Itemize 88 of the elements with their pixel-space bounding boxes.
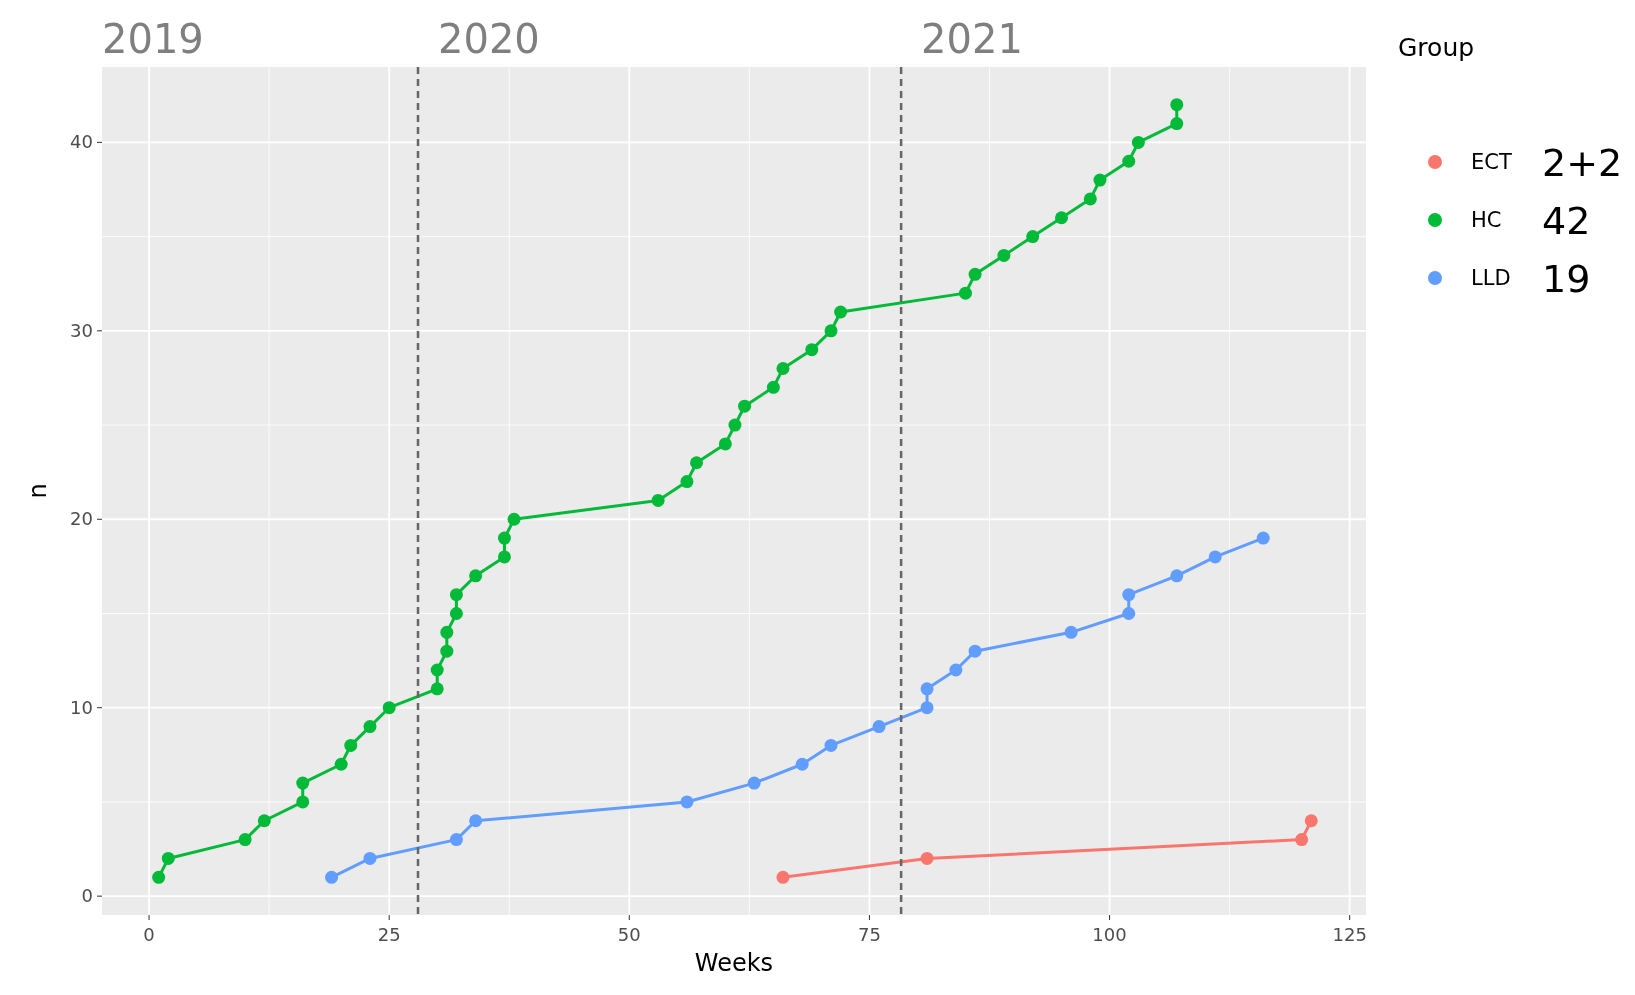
point (920, 851, 934, 865)
point (257, 814, 271, 828)
point (1122, 588, 1136, 602)
point (824, 738, 838, 752)
point (161, 851, 175, 865)
point (747, 776, 761, 790)
point (728, 418, 742, 432)
point (1170, 98, 1184, 112)
point (1170, 117, 1184, 131)
y-tick-label: 0 (81, 885, 93, 907)
point (1122, 606, 1136, 620)
x-tick-label: 125 (1332, 924, 1367, 945)
y-tick-label: 40 (70, 131, 93, 153)
point (920, 701, 934, 715)
point (344, 738, 358, 752)
text: 2021 (921, 16, 1023, 62)
point (680, 795, 694, 809)
point (363, 720, 377, 734)
x-tick-label: 50 (617, 924, 641, 945)
point (920, 682, 934, 696)
point (469, 814, 483, 828)
text: 2019 (102, 16, 204, 62)
point (1122, 154, 1136, 168)
point (1131, 135, 1145, 149)
y-tick-label: 10 (70, 696, 93, 718)
legend-title: Group (1398, 33, 1475, 62)
point (958, 286, 972, 300)
point (997, 248, 1011, 262)
x-axis-title: Weeks (694, 949, 774, 977)
point (1055, 211, 1069, 225)
point (449, 606, 463, 620)
x-tick-label: 0 (143, 924, 155, 945)
point (968, 267, 982, 281)
point (1295, 833, 1309, 847)
point (766, 380, 780, 394)
x-tick-label: 75 (857, 924, 881, 945)
point (1208, 550, 1222, 564)
point (949, 663, 963, 677)
point (1170, 569, 1184, 583)
point (382, 701, 396, 715)
point (718, 437, 732, 451)
text: 2+2 (1542, 141, 1623, 185)
point (440, 644, 454, 658)
point (1083, 192, 1097, 206)
text: 19 (1542, 257, 1591, 301)
point (651, 493, 665, 507)
point (449, 833, 463, 847)
point (968, 644, 982, 658)
point (834, 305, 848, 319)
y-axis-title: n (24, 483, 52, 499)
point (776, 870, 790, 884)
legend-label: HC (1471, 208, 1502, 232)
point (497, 550, 511, 564)
point (152, 870, 166, 884)
y-tick-label: 20 (70, 508, 93, 530)
text: 42 (1542, 199, 1591, 243)
point (296, 795, 310, 809)
x-tick-label: 100 (1092, 924, 1127, 945)
point (296, 776, 310, 790)
point (1064, 625, 1078, 639)
legend-label: ECT (1471, 150, 1512, 174)
point (507, 512, 521, 526)
point (795, 757, 809, 771)
point (805, 343, 819, 357)
point (430, 682, 444, 696)
point (440, 625, 454, 639)
point (824, 324, 838, 338)
point (872, 720, 886, 734)
point (680, 475, 694, 489)
point (776, 362, 790, 376)
point (363, 851, 377, 865)
y-tick-label: 30 (70, 319, 93, 341)
point (1304, 814, 1318, 828)
point (497, 531, 511, 545)
point (690, 456, 704, 470)
text: 2020 (438, 16, 540, 62)
point (325, 870, 339, 884)
point (430, 663, 444, 677)
point (469, 569, 483, 583)
point (1026, 230, 1040, 244)
x-tick-label: 25 (377, 924, 401, 945)
point (334, 757, 348, 771)
legend-label: LLD (1471, 266, 1511, 290)
point (238, 833, 252, 847)
point (738, 399, 752, 413)
point (449, 588, 463, 602)
point (1093, 173, 1107, 187)
point (1256, 531, 1270, 545)
